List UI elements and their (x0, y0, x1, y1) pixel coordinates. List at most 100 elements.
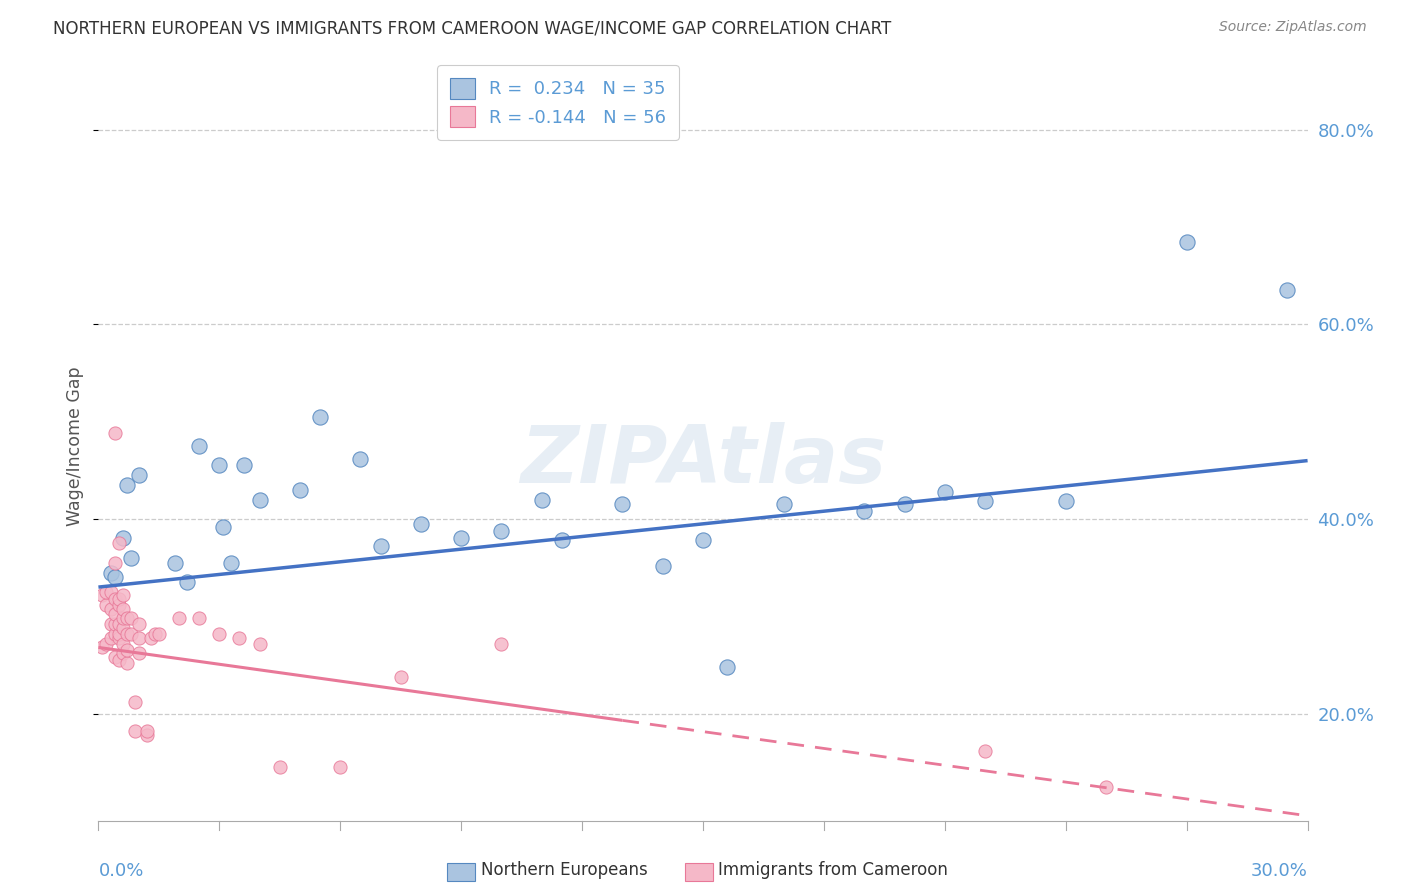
Point (103, 591, 125, 606)
Point (228, 631, 250, 645)
Point (188, 439, 211, 453)
Text: NORTHERN EUROPEAN VS IMMIGRANTS FROM CAMEROON WAGE/INCOME GAP CORRELATION CHART: NORTHERN EUROPEAN VS IMMIGRANTS FROM CAM… (53, 20, 891, 37)
Point (103, 617, 125, 632)
Point (103, 627, 125, 641)
Point (103, 607, 125, 622)
Point (974, 743, 997, 757)
Point (100, 585, 122, 599)
Point (107, 591, 129, 606)
Point (120, 627, 142, 641)
Point (128, 631, 150, 645)
Point (143, 627, 166, 641)
Point (188, 611, 211, 625)
Point (107, 653, 129, 667)
Point (491, 524, 513, 538)
Point (450, 532, 472, 546)
Point (115, 643, 138, 657)
Point (208, 627, 231, 641)
Point (651, 558, 673, 573)
Point (389, 670, 412, 684)
Point (103, 570, 125, 584)
Point (100, 631, 122, 645)
Point (135, 724, 157, 739)
Point (107, 617, 129, 632)
Point (111, 636, 134, 650)
Point (139, 631, 162, 645)
Text: Immigrants from Cameroon: Immigrants from Cameroon (718, 861, 948, 879)
Point (107, 631, 129, 645)
Point (128, 646, 150, 660)
Point (96, 636, 118, 650)
Y-axis label: Wage/Income Gap: Wage/Income Gap (66, 367, 84, 525)
Point (1095, 780, 1118, 794)
Point (370, 539, 392, 553)
Point (491, 636, 513, 650)
Point (329, 760, 352, 774)
Point (249, 636, 271, 650)
Point (409, 516, 432, 531)
Point (120, 611, 142, 625)
Point (893, 497, 915, 511)
Point (100, 566, 122, 580)
Point (91, 640, 114, 655)
Point (288, 483, 311, 497)
Point (612, 497, 634, 511)
Text: ZIPAtlas: ZIPAtlas (520, 422, 886, 500)
Text: Northern Europeans: Northern Europeans (481, 861, 648, 879)
Point (167, 611, 190, 625)
Point (163, 556, 186, 570)
Point (221, 556, 243, 570)
Point (249, 492, 271, 507)
Point (100, 617, 122, 632)
Point (208, 458, 231, 473)
Point (974, 494, 997, 508)
Point (111, 621, 134, 635)
Point (934, 484, 956, 499)
Point (530, 492, 553, 507)
Point (128, 617, 150, 632)
Point (1277, 283, 1299, 297)
Point (716, 660, 738, 674)
Point (115, 478, 138, 492)
Point (309, 409, 332, 424)
Point (128, 468, 150, 483)
Point (551, 533, 574, 548)
Point (107, 627, 129, 641)
Point (269, 760, 291, 774)
Point (103, 650, 125, 665)
Point (148, 627, 170, 641)
Point (96, 585, 118, 599)
Point (91, 588, 114, 602)
Point (96, 598, 118, 612)
Point (212, 520, 235, 534)
Point (115, 627, 138, 641)
Point (115, 656, 138, 670)
Point (853, 504, 876, 518)
Point (111, 601, 134, 615)
Point (772, 497, 794, 511)
Point (100, 601, 122, 615)
Point (107, 598, 129, 612)
Point (103, 426, 125, 441)
Point (692, 533, 714, 548)
Point (349, 451, 371, 466)
Point (135, 728, 157, 742)
Point (120, 550, 142, 565)
Point (107, 536, 129, 550)
Point (124, 695, 146, 709)
Point (124, 724, 146, 739)
Text: 0.0%: 0.0% (98, 862, 143, 880)
Point (115, 611, 138, 625)
Point (103, 556, 125, 570)
Point (111, 532, 134, 546)
Point (1175, 235, 1198, 249)
Point (232, 458, 254, 473)
Point (111, 588, 134, 602)
Point (176, 575, 198, 590)
Point (111, 646, 134, 660)
Text: 30.0%: 30.0% (1251, 862, 1308, 880)
Legend: R =  0.234   N = 35, R = -0.144   N = 56: R = 0.234 N = 35, R = -0.144 N = 56 (437, 65, 679, 140)
Point (111, 611, 134, 625)
Text: Source: ZipAtlas.com: Source: ZipAtlas.com (1219, 20, 1367, 34)
Point (1054, 494, 1077, 508)
